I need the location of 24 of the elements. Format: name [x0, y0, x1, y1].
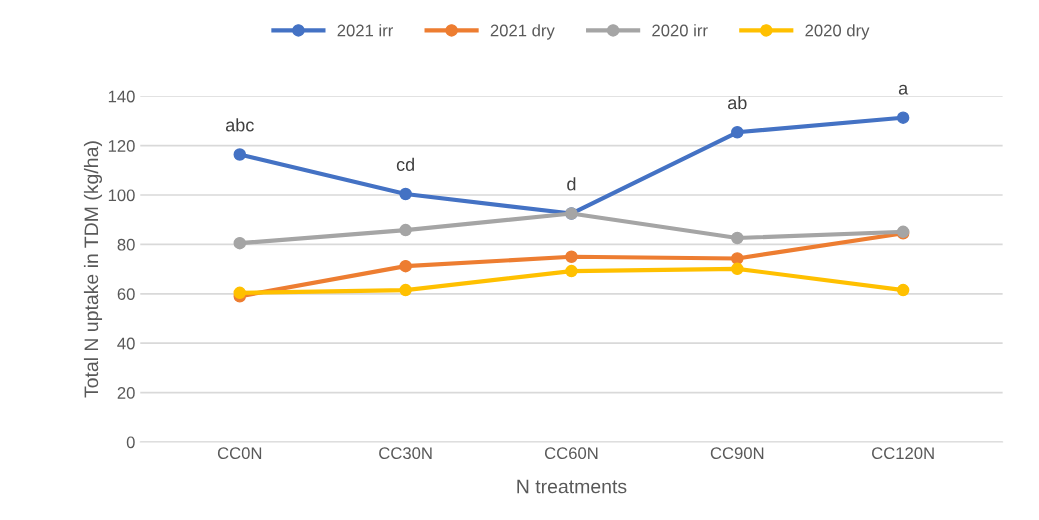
y-tick-label: 20 — [117, 387, 135, 399]
annotation: d — [567, 177, 576, 191]
y-tick-label: 60 — [117, 288, 135, 300]
legend-label: 2021 dry — [490, 24, 555, 40]
legend-label: 2020 dry — [805, 24, 870, 40]
annotation: abc — [225, 118, 254, 132]
y-tick-label: 140 — [108, 90, 135, 103]
x-tick-label: CC120N — [872, 447, 934, 460]
legend-label: 2021 irr — [337, 24, 393, 37]
annotation: ab — [728, 95, 747, 110]
x-tick-label: CC60N — [544, 447, 598, 460]
y-tick-label: 40 — [117, 337, 135, 350]
y-tick-label: 80 — [117, 238, 135, 251]
y-tick-label: 120 — [108, 140, 135, 152]
y-tick-label: 0 — [126, 436, 135, 449]
y-tick-label: 100 — [108, 189, 135, 202]
legend-label: 2020 irr — [652, 24, 708, 37]
y-axis-title: Total N uptake in TDM (kg/ha) — [83, 141, 103, 398]
annotation: a — [898, 84, 909, 95]
x-tick-label: CC90N — [710, 447, 764, 460]
annotation: cd — [396, 157, 414, 171]
x-axis-title: N treatments — [517, 479, 627, 494]
x-tick-label: CC0N — [217, 447, 262, 460]
x-tick-label: CC30N — [379, 447, 432, 460]
